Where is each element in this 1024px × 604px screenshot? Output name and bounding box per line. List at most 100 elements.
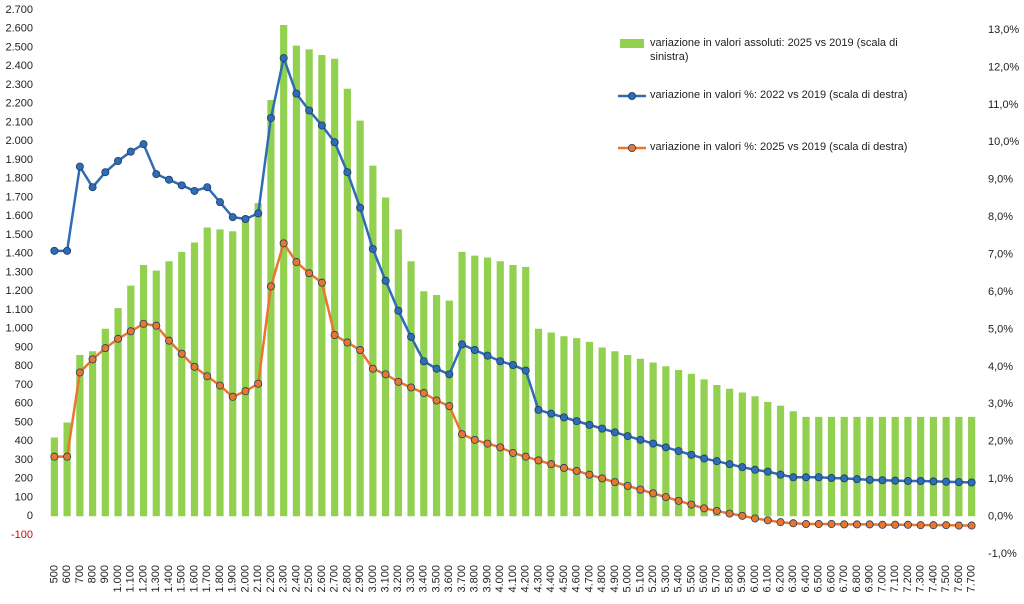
point xyxy=(751,514,760,523)
point xyxy=(967,478,976,487)
bar xyxy=(904,416,912,517)
bar xyxy=(241,216,250,517)
point xyxy=(572,466,581,475)
x-tick-label: 6.300 xyxy=(787,565,799,593)
bar xyxy=(88,351,97,517)
point xyxy=(802,520,811,529)
bar xyxy=(280,25,288,517)
legend-label: variazione in valori %: 2025 vs 2019 (sc… xyxy=(650,141,908,153)
y2-tick-label: 0,0% xyxy=(988,510,1013,522)
point xyxy=(279,54,288,63)
point xyxy=(63,246,72,255)
x-tick-label: 2.000 xyxy=(239,565,251,593)
point xyxy=(802,473,811,482)
point xyxy=(356,346,365,355)
x-tick-label: 7.200 xyxy=(902,565,914,593)
point xyxy=(623,432,632,441)
x-tick-label: 1.100 xyxy=(125,565,137,593)
point xyxy=(610,478,619,487)
point xyxy=(508,448,517,457)
point xyxy=(598,424,607,433)
y2-tick-label: 4,0% xyxy=(988,361,1013,373)
y-tick-label: 1.000 xyxy=(5,323,33,335)
point xyxy=(165,175,174,184)
point xyxy=(636,435,645,444)
point xyxy=(101,344,110,353)
y-tick-label: 2.000 xyxy=(5,135,33,147)
bar xyxy=(254,203,262,517)
point xyxy=(343,168,352,177)
x-tick-label: 4.300 xyxy=(532,565,544,593)
point xyxy=(521,452,530,461)
bar xyxy=(50,437,58,517)
y-tick-label: 500 xyxy=(15,416,33,428)
bar xyxy=(165,261,173,517)
point xyxy=(305,269,314,278)
x-tick-label: 4.400 xyxy=(545,565,557,593)
point xyxy=(75,368,84,377)
x-tick-label: 600 xyxy=(61,565,73,583)
point xyxy=(929,521,938,530)
point xyxy=(903,477,912,486)
bar xyxy=(267,100,275,517)
point xyxy=(75,162,84,171)
y2-tick-label: 7,0% xyxy=(988,248,1013,260)
bar xyxy=(76,355,84,517)
point xyxy=(674,447,683,456)
x-tick-label: 7.400 xyxy=(927,565,939,593)
bar xyxy=(891,416,899,517)
bar xyxy=(331,58,339,517)
point xyxy=(190,362,199,371)
point xyxy=(266,113,275,122)
x-tick-label: 1.400 xyxy=(163,565,175,593)
x-tick-label: 6.600 xyxy=(825,565,837,593)
point xyxy=(954,478,963,487)
point xyxy=(241,215,250,224)
bar xyxy=(190,242,199,517)
point xyxy=(751,465,760,474)
point xyxy=(177,349,186,358)
point xyxy=(942,477,951,486)
point xyxy=(496,357,505,366)
bar xyxy=(649,362,657,517)
x-tick-label: 7.300 xyxy=(915,565,927,593)
point xyxy=(215,381,224,390)
point xyxy=(317,121,326,130)
x-tick-label: 4.500 xyxy=(558,565,570,593)
y2-tick-label: 5,0% xyxy=(988,323,1013,335)
point xyxy=(559,413,568,422)
x-tick-label: 800 xyxy=(86,565,98,583)
y2-tick-label: 12,0% xyxy=(988,61,1019,73)
x-tick-label: 1.700 xyxy=(201,565,213,593)
bar xyxy=(675,370,683,517)
y-tick-label: 1.200 xyxy=(5,285,33,297)
bar xyxy=(114,308,122,517)
point xyxy=(776,470,785,479)
point xyxy=(916,477,925,486)
point xyxy=(432,396,441,405)
x-tick-label: 5.400 xyxy=(673,565,685,593)
x-tick-label: 1.900 xyxy=(227,565,239,593)
point xyxy=(317,278,326,287)
x-tick-label: 7.500 xyxy=(940,565,952,593)
y-tick-label: 1.600 xyxy=(5,210,33,222)
bar xyxy=(751,396,759,517)
x-tick-label: 5.200 xyxy=(647,565,659,593)
point xyxy=(152,321,161,330)
point xyxy=(878,476,887,485)
x-tick-label: 6.200 xyxy=(774,565,786,593)
x-tick-label: 3.300 xyxy=(405,565,417,593)
bar xyxy=(369,165,377,517)
x-tick-label: 5.900 xyxy=(736,565,748,593)
point xyxy=(432,364,441,373)
point xyxy=(534,405,543,414)
bar xyxy=(738,392,746,517)
x-tick-label: 2.100 xyxy=(252,565,264,593)
y-tick-label: 600 xyxy=(15,398,33,410)
bar xyxy=(955,416,963,517)
x-tick-label: 5.800 xyxy=(723,565,735,593)
x-tick-label: 3.800 xyxy=(469,565,481,593)
bar xyxy=(764,401,772,517)
x-tick-label: 3.700 xyxy=(456,565,468,593)
bar xyxy=(929,416,938,517)
